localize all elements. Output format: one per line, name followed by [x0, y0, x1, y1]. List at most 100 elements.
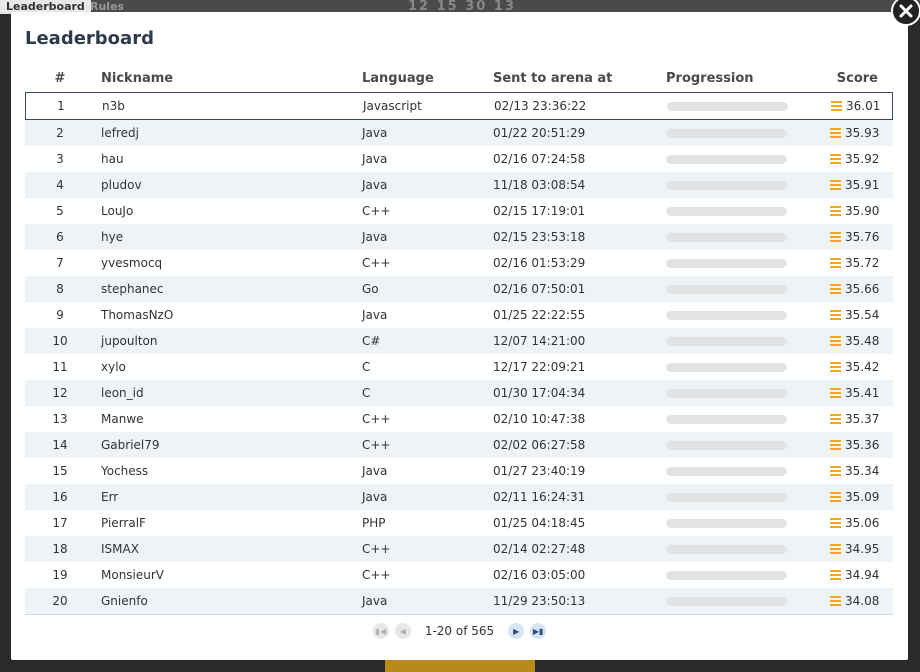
progress-bar — [666, 129, 787, 138]
rank-cell: 5 — [56, 204, 64, 218]
table-row[interactable]: 3 hau Java 02/16 07:24:58 35.92 — [25, 146, 893, 172]
sent-cell: 02/16 03:05:00 — [493, 568, 586, 582]
nickname-cell[interactable]: Gabriel79 — [101, 438, 160, 452]
column-header-sent[interactable]: Sent to arena at — [493, 71, 613, 86]
rank-cell: 9 — [56, 308, 64, 322]
table-row[interactable]: 17 PierralF PHP 01/25 04:18:45 35.06 — [25, 510, 893, 536]
sent-cell: 12/07 14:21:00 — [493, 334, 586, 348]
rank-cell: 20 — [52, 594, 68, 608]
column-header-nickname[interactable]: Nickname — [101, 71, 174, 86]
language-cell: C++ — [362, 256, 391, 270]
rank-cell: 16 — [52, 490, 68, 504]
leaderboard-table: # Nickname Language Sent to arena at Pro… — [25, 66, 893, 615]
sent-cell: 11/18 03:08:54 — [493, 178, 586, 192]
table-row[interactable]: 7 yvesmocq C++ 02/16 01:53:29 35.72 — [25, 250, 893, 276]
nickname-cell[interactable]: n3b — [102, 99, 125, 113]
nickname-cell[interactable]: hau — [101, 152, 124, 166]
next-page-icon[interactable]: ▶ — [508, 623, 525, 639]
nickname-cell[interactable]: xylo — [101, 360, 126, 374]
nickname-cell[interactable]: hye — [101, 230, 124, 244]
language-cell: C++ — [362, 568, 391, 582]
last-page-icon[interactable]: ▶▮ — [530, 623, 547, 639]
nickname-cell[interactable]: jupoulton — [101, 334, 158, 348]
trophy-icon — [830, 128, 841, 139]
rank-cell: 4 — [56, 178, 64, 192]
progress-bar — [666, 571, 787, 580]
rank-cell: 14 — [52, 438, 68, 452]
nickname-cell[interactable]: PierralF — [101, 516, 146, 530]
language-cell: Java — [362, 126, 388, 140]
table-row[interactable]: 8 stephanec Go 02/16 07:50:01 35.66 — [25, 276, 893, 302]
language-cell: Java — [362, 464, 388, 478]
table-row[interactable]: 11 xylo C 12/17 22:09:21 35.42 — [25, 354, 893, 380]
sent-cell: 02/02 06:27:58 — [493, 438, 586, 452]
table-row[interactable]: 1 n3b Javascript 02/13 23:36:22 36.01 — [25, 92, 893, 120]
table-row[interactable]: 20 Gnienfo Java 11/29 23:50:13 34.08 — [25, 588, 893, 614]
progress-bar — [666, 363, 787, 372]
progress-bar — [666, 233, 787, 242]
table-row[interactable]: 16 Err Java 02/11 16:24:31 35.09 — [25, 484, 893, 510]
sent-cell: 01/27 23:40:19 — [493, 464, 586, 478]
nickname-cell[interactable]: stephanec — [101, 282, 164, 296]
language-cell: PHP — [362, 516, 386, 530]
nickname-cell[interactable]: MonsieurV — [101, 568, 165, 582]
prev-page-icon[interactable]: ◀ — [394, 623, 411, 639]
nickname-cell[interactable]: yvesmocq — [101, 256, 163, 270]
score-cell: 35.91 — [845, 178, 880, 192]
page-info: 1-20 of 565 — [424, 624, 495, 638]
trophy-icon — [830, 518, 841, 529]
nickname-cell[interactable]: LouJo — [101, 204, 134, 218]
table-row[interactable]: 9 ThomasNzO Java 01/25 22:22:55 35.54 — [25, 302, 893, 328]
nickname-cell[interactable]: Yochess — [101, 464, 149, 478]
rank-cell: 2 — [56, 126, 64, 140]
sent-cell: 01/25 22:22:55 — [493, 308, 586, 322]
column-header-rank[interactable]: # — [54, 71, 66, 86]
nickname-cell[interactable]: pludov — [101, 178, 142, 192]
table-row[interactable]: 13 Manwe C++ 02/10 10:47:38 35.37 — [25, 406, 893, 432]
sent-cell: 02/10 10:47:38 — [493, 412, 586, 426]
nickname-cell[interactable]: ISMAX — [101, 542, 139, 556]
nickname-cell[interactable]: Err — [101, 490, 119, 504]
table-row[interactable]: 19 MonsieurV C++ 02/16 03:05:00 34.94 — [25, 562, 893, 588]
trophy-icon — [830, 154, 841, 165]
column-header-language[interactable]: Language — [362, 71, 434, 86]
table-row[interactable]: 15 Yochess Java 01/27 23:40:19 35.34 — [25, 458, 893, 484]
table-row[interactable]: 5 LouJo C++ 02/15 17:19:01 35.90 — [25, 198, 893, 224]
rank-cell: 13 — [52, 412, 68, 426]
sent-cell: 01/22 20:51:29 — [493, 126, 586, 140]
score-cell: 35.42 — [845, 360, 880, 374]
table-row[interactable]: 18 ISMAX C++ 02/14 02:27:48 34.95 — [25, 536, 893, 562]
rank-cell: 8 — [56, 282, 64, 296]
column-header-score[interactable]: Score — [836, 71, 878, 86]
rank-cell: 3 — [56, 152, 64, 166]
table-row[interactable]: 14 Gabriel79 C++ 02/02 06:27:58 35.36 — [25, 432, 893, 458]
progress-bar — [666, 311, 787, 320]
trophy-icon — [830, 492, 841, 503]
background-tab-leaderboard[interactable]: Leaderboard — [0, 0, 91, 14]
table-header: # Nickname Language Sent to arena at Pro… — [25, 66, 893, 92]
table-row[interactable]: 12 leon_id C 01/30 17:04:34 35.41 — [25, 380, 893, 406]
rank-cell: 1 — [57, 99, 65, 113]
nickname-cell[interactable]: Manwe — [101, 412, 144, 426]
background-tab-rules[interactable]: Rules — [90, 0, 125, 13]
table-row[interactable]: 10 jupoulton C# 12/07 14:21:00 35.48 — [25, 328, 893, 354]
sent-cell: 02/15 17:19:01 — [493, 204, 586, 218]
table-row[interactable]: 4 pludov Java 11/18 03:08:54 35.91 — [25, 172, 893, 198]
language-cell: C — [362, 386, 371, 400]
close-button[interactable] — [891, 0, 920, 26]
table-row[interactable]: 2 lefredj Java 01/22 20:51:29 35.93 — [25, 120, 893, 146]
nickname-cell[interactable]: leon_id — [101, 386, 144, 400]
rank-cell: 19 — [52, 568, 68, 582]
nickname-cell[interactable]: ThomasNzO — [101, 308, 174, 322]
table-row[interactable]: 6 hye Java 02/15 23:53:18 35.76 — [25, 224, 893, 250]
score-cell: 35.37 — [845, 412, 880, 426]
nickname-cell[interactable]: lefredj — [101, 126, 139, 140]
background-topbar — [0, 0, 920, 12]
rank-cell: 12 — [52, 386, 68, 400]
trophy-icon — [831, 101, 842, 112]
trophy-icon — [830, 570, 841, 581]
first-page-icon[interactable]: ▮◀ — [372, 623, 389, 639]
language-cell: C++ — [362, 542, 391, 556]
column-header-progression[interactable]: Progression — [666, 71, 754, 86]
nickname-cell[interactable]: Gnienfo — [101, 594, 148, 608]
